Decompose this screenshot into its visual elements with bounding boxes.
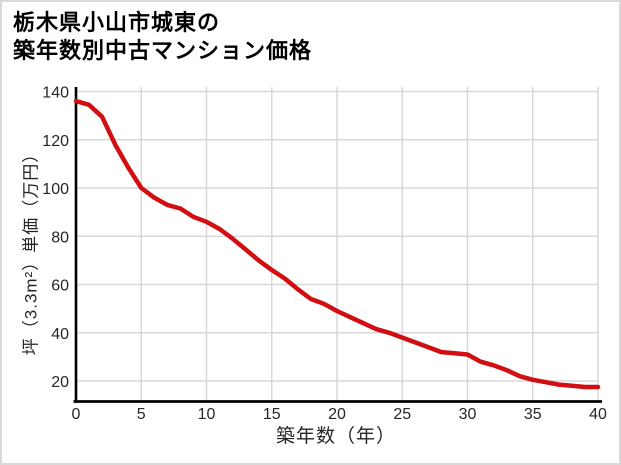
x-tick-label: 40 xyxy=(589,406,607,423)
x-tick-label: 5 xyxy=(137,406,146,423)
x-tick-label: 15 xyxy=(263,406,281,423)
chart-title: 栃木県小山市城東の 築年数別中古マンション価格 xyxy=(13,9,312,65)
x-tick-label: 20 xyxy=(328,406,346,423)
y-tick-label: 80 xyxy=(51,229,69,246)
y-tick-label: 140 xyxy=(42,85,69,102)
x-tick-label: 10 xyxy=(198,406,216,423)
chart-title-line2: 築年数別中古マンション価格 xyxy=(13,38,313,63)
y-tick-label: 60 xyxy=(51,278,69,295)
x-axis-title: 築年数（年） xyxy=(275,426,397,447)
y-tick-label: 40 xyxy=(51,326,69,343)
price-line xyxy=(73,98,601,390)
y-axis-title: 坪（3.3m²）単価（万円） xyxy=(21,144,41,356)
y-tick-label: 20 xyxy=(51,374,69,391)
x-tick-label: 30 xyxy=(459,406,477,423)
chart-title-line1: 栃木県小山市城東の xyxy=(13,10,221,35)
x-tick-label: 25 xyxy=(393,406,411,423)
x-tick-label: 0 xyxy=(72,406,81,423)
y-tick-label: 100 xyxy=(42,181,69,198)
x-tick-label: 35 xyxy=(524,406,542,423)
y-tick-label: 120 xyxy=(42,133,69,150)
